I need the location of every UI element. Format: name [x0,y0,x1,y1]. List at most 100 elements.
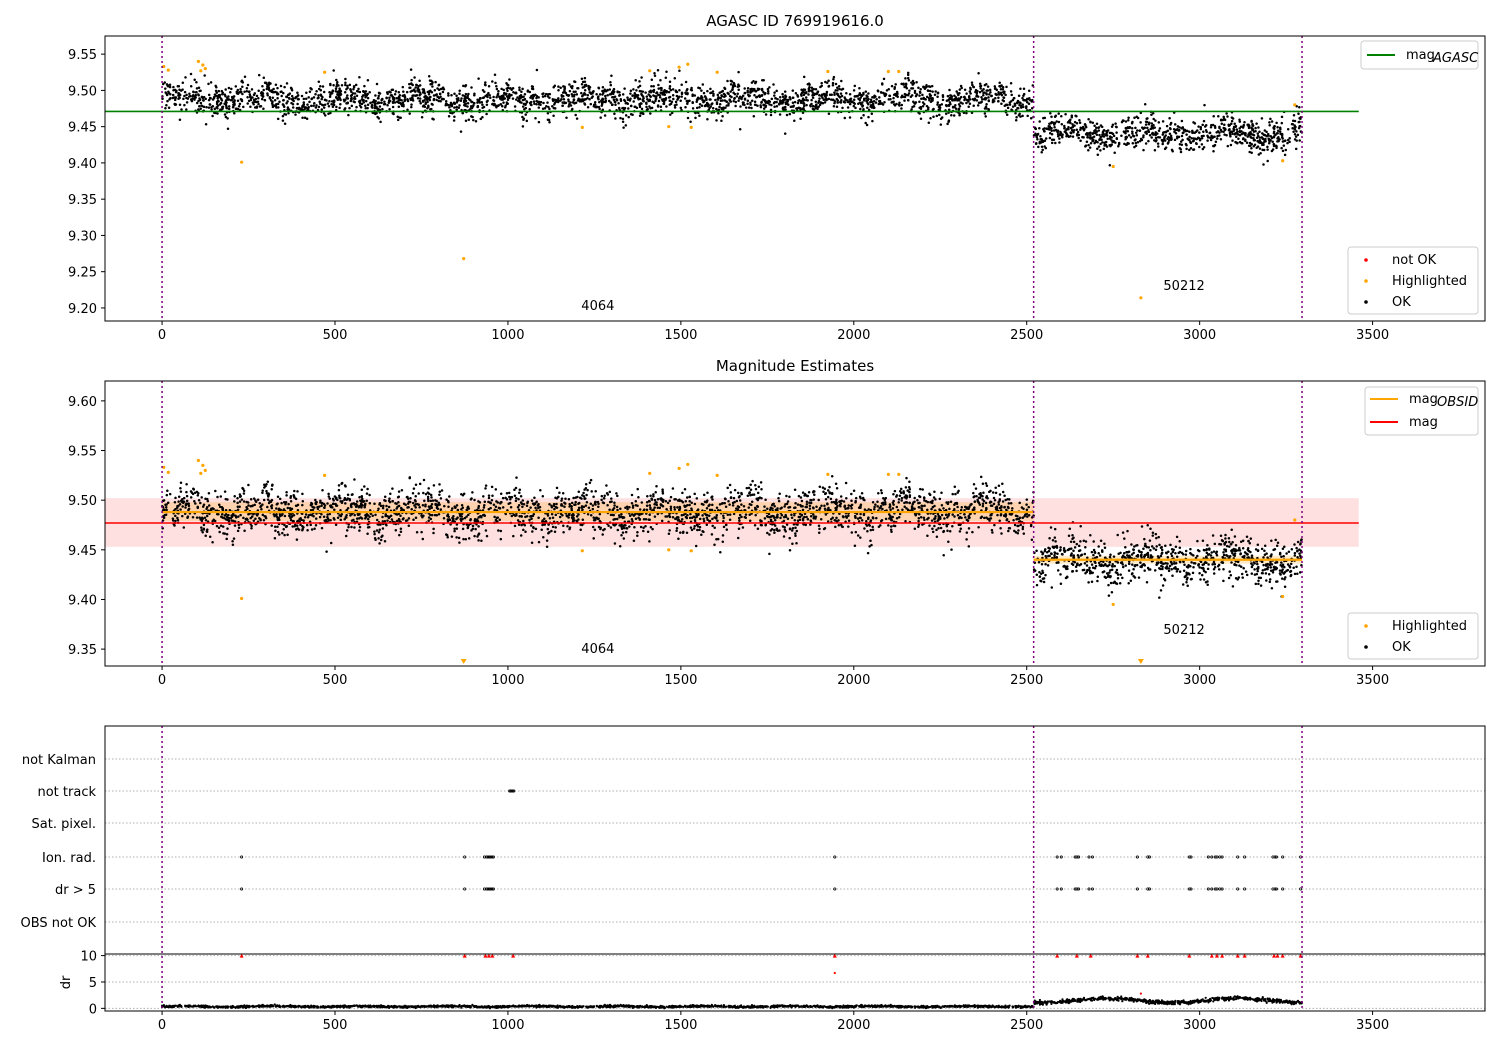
ok-point [188,507,191,510]
ok-point [672,94,675,97]
ok-point [799,504,802,507]
ok-point [636,534,639,537]
ok-point [174,99,177,102]
ok-point [468,118,471,121]
ok-point [472,525,475,528]
ok-point [1014,112,1017,115]
ok-point [936,96,939,99]
ok-point [465,119,468,122]
ok-point [1275,145,1278,148]
ok-point [969,87,972,90]
ok-point [1210,126,1213,129]
ok-point [271,89,274,92]
ok-point [776,514,779,517]
ok-point [402,90,405,93]
ok-point [892,100,895,103]
ok-point [809,105,812,108]
ok-point [1135,142,1138,145]
ok-point [922,101,925,104]
ok-point [215,94,218,97]
ok-point [430,496,433,499]
ok-point [577,97,580,100]
ok-point [584,77,587,80]
ok-point [894,525,897,528]
ok-point [620,99,623,102]
ok-point [394,101,397,104]
ok-point [1089,134,1092,137]
ok-point [957,94,960,97]
ok-point [323,106,326,109]
ok-point [876,505,879,508]
ok-point [329,83,332,86]
ok-point [936,115,939,118]
ok-point [937,92,940,95]
ok-point [593,105,596,108]
ok-point [355,84,358,87]
ok-point [514,495,517,498]
ok-point [552,114,555,117]
ok-point [941,103,944,106]
ok-point [650,85,653,88]
ok-point [820,82,823,85]
ok-point [484,83,487,86]
ok-point [243,91,246,94]
ok-point [283,86,286,89]
ok-point [812,105,815,108]
ok-point [631,494,634,497]
ok-point [234,524,237,527]
ok-point [1133,146,1136,149]
ok-point [228,98,231,101]
ok-point [736,95,739,98]
ok-point [292,494,295,497]
ok-point [965,112,968,115]
ok-point [388,90,391,93]
ok-point [292,99,295,102]
ok-point [845,482,848,485]
ok-point [1157,145,1160,148]
ok-point [563,98,566,101]
ok-point [631,94,634,97]
ok-point [164,81,167,84]
ok-point [922,97,925,100]
ok-point [1157,142,1160,145]
ok-point [823,98,826,101]
ok-point [554,107,557,110]
ok-point [263,77,266,80]
ok-point [554,85,557,88]
ok-point [696,107,699,110]
ok-point [418,89,421,92]
ok-point [792,89,795,92]
ok-point [603,494,606,497]
ok-point [979,83,982,86]
ok-point [1240,142,1243,145]
ok-point [972,105,975,108]
ok-point [976,94,979,97]
ok-point [260,508,263,511]
ok-point [1223,127,1226,130]
ok-point [711,504,714,507]
ok-point [270,488,273,491]
ok-point [192,516,195,519]
ok-point [580,100,583,103]
ok-point [899,490,902,493]
ok-point [488,85,491,88]
ok-point [642,530,645,533]
ok-point [227,95,230,98]
ok-point [639,104,642,107]
ok-point [739,95,742,98]
ok-point [1017,107,1020,110]
ok-point [914,102,917,105]
ok-point [917,87,920,90]
ok-point [1250,126,1253,129]
ok-point [1026,115,1029,118]
ok-point [934,90,937,93]
ok-point [404,98,407,101]
ok-point [304,516,307,519]
ok-point [496,94,499,97]
ok-point [614,101,617,104]
ok-point [979,91,982,94]
ok-point [539,489,542,492]
ok-point [838,85,841,88]
ok-point [241,498,244,501]
ok-point [894,83,897,86]
